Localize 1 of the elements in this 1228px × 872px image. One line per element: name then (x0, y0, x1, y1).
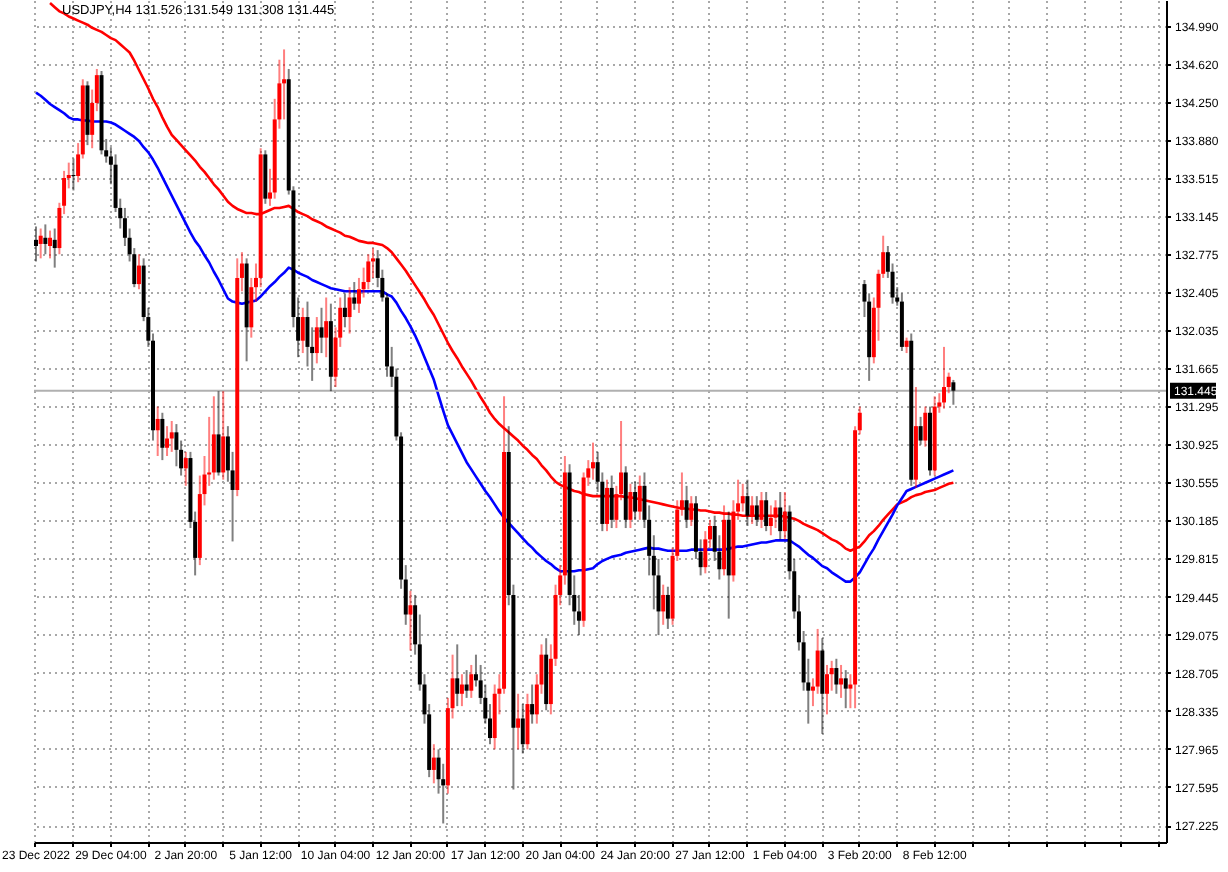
line-series (34, 91, 955, 583)
